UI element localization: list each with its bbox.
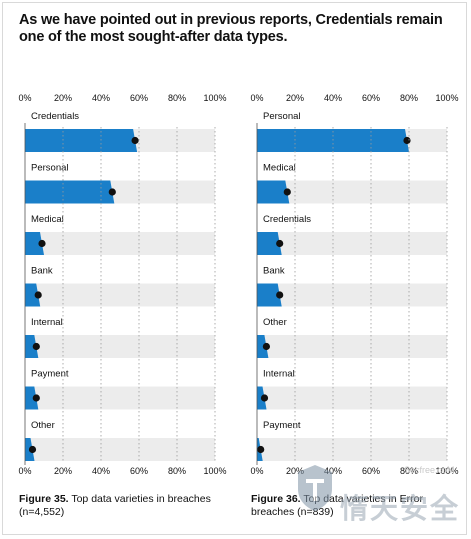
right-bar-track-2 [257, 232, 447, 255]
left-tick-bottom-3: 60% [130, 466, 148, 476]
right-marker-6 [257, 445, 265, 454]
left-tick-top-5: 100% [203, 93, 226, 103]
left-tick-top-3: 60% [130, 93, 148, 103]
right-tick-top-5: 100% [435, 93, 458, 103]
left-tick-bottom-5: 100% [203, 466, 226, 476]
right-tick-bottom-2: 40% [324, 466, 342, 476]
left-marker-6 [28, 445, 37, 454]
left-tick-top-1: 20% [54, 93, 72, 103]
left-bar-1 [25, 180, 115, 204]
right-marker-1 [283, 188, 291, 196]
caption-figure-35-text: Top data varieties in breaches (n=4,552) [19, 493, 211, 518]
right-tick-bottom-0: 0% [250, 466, 263, 476]
left-bar-2 [25, 232, 44, 255]
left-bar-track-3 [25, 283, 215, 307]
right-bar-3 [257, 283, 282, 307]
left-bar-5 [25, 386, 39, 410]
right-bar-track-4 [257, 335, 447, 358]
left-marker-2 [38, 239, 46, 248]
right-marker-2 [276, 239, 284, 248]
right-tick-bottom-5: 100% [435, 466, 458, 476]
right-bar-1 [257, 180, 290, 204]
left-category-label-5: Payment [31, 369, 69, 380]
watermark-text: 惰天安全 [340, 493, 461, 524]
left-marker-1 [108, 188, 116, 196]
watermark-shield-icon [296, 463, 334, 518]
left-marker-5 [32, 394, 40, 402]
right-tick-bottom-3: 60% [362, 466, 380, 476]
left-tick-bottom-2: 40% [92, 466, 110, 476]
right-tick-top-2: 40% [324, 93, 342, 103]
right-category-label-2: Credentials [263, 214, 311, 225]
right-bar-track-6 [257, 438, 447, 461]
left-category-label-0: Credentials [31, 111, 79, 122]
left-category-label-1: Personal [31, 163, 69, 174]
right-tick-top-1: 20% [286, 93, 304, 103]
right-marker-0 [403, 136, 411, 145]
right-category-label-1: Medical [263, 163, 296, 174]
left-tick-top-2: 40% [92, 93, 110, 103]
left-bar-track-5 [25, 386, 215, 410]
left-category-label-2: Medical [31, 214, 64, 225]
right-tick-top-4: 80% [400, 93, 418, 103]
left-bar-3 [25, 283, 41, 307]
right-category-label-4: Other [263, 317, 287, 328]
right-category-label-3: Bank [263, 266, 285, 277]
caption-figure-36: Figure 36. Top data varieties in Error b… [251, 493, 461, 519]
figure-frame [2, 2, 467, 535]
right-category-label-5: Internal [263, 369, 295, 380]
right-category-label-0: Personal [263, 111, 301, 122]
left-bar-0 [25, 129, 138, 152]
right-marker-3 [276, 291, 284, 299]
left-tick-top-0: 0% [18, 93, 31, 103]
right-bar-2 [257, 232, 282, 255]
left-tick-bottom-4: 80% [168, 466, 186, 476]
right-bar-track-1 [257, 180, 447, 204]
caption-figure-35-label: Figure 35. [19, 493, 69, 505]
right-bar-track-5 [257, 386, 447, 410]
left-marker-4 [32, 342, 40, 351]
left-category-label-4: Internal [31, 317, 63, 328]
left-marker-3 [34, 291, 42, 299]
right-category-label-6: Payment [263, 420, 301, 431]
right-marker-5 [260, 394, 269, 402]
left-bar-4 [25, 335, 39, 358]
right-marker-4 [262, 342, 270, 351]
right-tick-bottom-4: 80% [400, 466, 418, 476]
left-category-label-6: Other [31, 420, 55, 431]
right-tick-top-3: 60% [362, 93, 380, 103]
headline: As we have pointed out in previous repor… [19, 12, 443, 45]
caption-figure-35: Figure 35. Top data varieties in breache… [19, 493, 229, 519]
left-category-label-3: Bank [31, 266, 53, 277]
left-marker-0 [131, 136, 139, 145]
right-bar-4 [257, 335, 269, 358]
right-tick-bottom-1: 20% [286, 466, 304, 476]
left-tick-top-4: 80% [168, 93, 186, 103]
left-bar-track-2 [25, 232, 215, 255]
caption-figure-36-label: Figure 36. [251, 493, 301, 505]
watermark-site: Secfree.coM [404, 465, 455, 475]
right-tick-top-0: 0% [250, 93, 263, 103]
left-tick-bottom-0: 0% [18, 466, 31, 476]
left-tick-bottom-1: 20% [54, 466, 72, 476]
right-bar-track-3 [257, 283, 447, 307]
left-bar-track-6 [25, 438, 215, 461]
left-bar-track-4 [25, 335, 215, 358]
